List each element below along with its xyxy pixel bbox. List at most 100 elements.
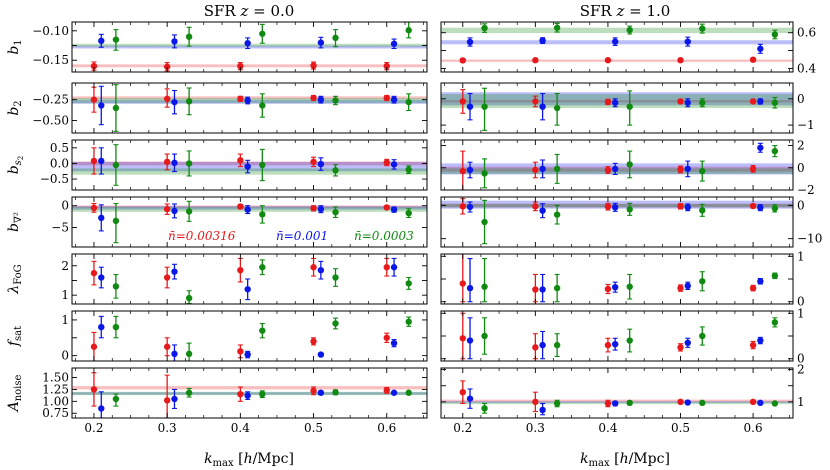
point-s1-p2 [244,39,251,47]
point-s0-p0 [90,157,98,165]
point-s1-p0 [98,157,105,165]
point-s0-p2 [237,348,244,355]
point-s2-p0 [481,103,488,110]
point-s0-p4 [749,202,757,210]
point-s2-p0 [481,405,488,412]
point-s2-p1 [553,165,561,173]
point-s2-p2 [626,283,633,290]
markers [90,315,412,361]
band-2 [72,168,427,175]
point-s0-p0 [459,335,466,342]
point-s0-p1 [163,158,171,166]
point-s1-p3 [317,266,325,274]
point-s2-p0 [112,36,120,43]
point-s0-p2 [237,95,244,103]
y-tick-label: 0 [797,352,805,366]
point-s0-p3 [310,387,317,395]
point-s0-p1 [163,95,171,103]
point-s0-p4 [749,98,757,105]
point-s2-p4 [771,147,779,155]
x-tick-label: 0.3 [158,421,177,435]
point-s2-p3 [332,209,339,216]
y-tick-label: −2 [797,183,815,197]
point-s1-p0 [98,323,105,331]
y-tick-label: −0.5 [40,172,69,186]
band-0 [441,59,793,62]
markers [459,142,779,190]
point-s2-p2 [259,211,266,218]
point-s0-p4 [749,56,757,63]
point-s1-p4 [757,144,764,151]
y-tick-label: 2 [797,139,805,153]
point-s0-p1 [532,398,539,406]
point-s1-p3 [317,389,325,396]
point-s2-p3 [332,389,339,396]
markers [90,84,412,132]
point-s1-p1 [171,38,178,45]
point-s2-p3 [332,274,339,281]
x-label-z1: kmax [h/Mpc] [580,451,670,469]
y-tick-label: −5 [51,220,69,234]
point-s0-p2 [237,62,244,70]
panel-b1-z-1-0: 0.4 0.6 [440,21,816,75]
point-s2-p0 [481,218,488,226]
point-s2-p4 [405,280,412,287]
point-s2-p2 [259,30,266,37]
axes-frame [71,253,428,305]
point-s0-p0 [459,203,466,210]
point-s1-p4 [390,264,398,271]
y-tick-label: 1.50 [42,371,69,385]
point-s0-p3 [310,205,317,212]
point-s2-p1 [185,389,193,396]
panel-bs2-z-0-0: −0.5 0.00.5 bs2 [6,139,428,191]
axes-frame [440,139,794,191]
point-s0-p3 [310,94,317,102]
point-s1-p3 [684,38,691,45]
point-s2-p2 [259,264,266,271]
point-s1-p0 [466,284,474,292]
point-s0-p0 [459,57,466,64]
point-s1-p4 [757,399,764,407]
markers [459,87,779,131]
point-s1-p1 [539,103,546,110]
point-s2-p0 [481,283,488,290]
point-s1-p4 [390,389,398,396]
point-s2-p0 [112,161,120,169]
point-s2-p2 [626,161,633,168]
panel-lambdafog-z-1-0: 01 [440,249,805,309]
point-s2-p3 [332,97,339,104]
x-tick-label: 0.4 [598,421,617,435]
point-s2-p1 [185,208,193,215]
y-tick-label: 2 [797,363,805,377]
legend-entry-n001: n̄=0.001 [276,229,328,243]
panel-fsat-z-0-0: 0 1 fsat [6,310,428,363]
point-s1-p1 [539,341,546,349]
point-s2-p3 [699,207,706,214]
point-s0-p0 [90,96,98,103]
point-s1-p2 [611,283,619,291]
point-s0-p2 [237,203,244,210]
band-0 [72,386,427,390]
point-s0-p0 [459,388,466,396]
bands [441,27,793,62]
point-s0-p4 [383,387,390,394]
point-s0-p4 [749,398,757,406]
band-2 [441,27,793,34]
point-s0-p4 [383,264,390,271]
point-s2-p1 [185,160,193,167]
markers [459,312,779,360]
point-s2-p3 [699,167,706,175]
point-s0-p1 [532,57,539,64]
y-tick-label: −10 [797,232,822,246]
band-0 [72,205,427,208]
point-s1-p0 [466,166,474,174]
y-tick-label: 2 [61,259,69,273]
y-label-b2: b2 [6,100,24,115]
point-s0-p1 [163,397,171,404]
point-s2-p4 [405,27,412,34]
panel-b1-z-0-0: −0.15 −0.10 b1 [6,21,428,73]
point-s1-p1 [539,207,546,214]
panel-fsat-z-1-0: 01 [440,306,805,366]
x-tick-label: 0.4 [231,421,250,435]
y-tick-label: 1 [61,313,69,327]
